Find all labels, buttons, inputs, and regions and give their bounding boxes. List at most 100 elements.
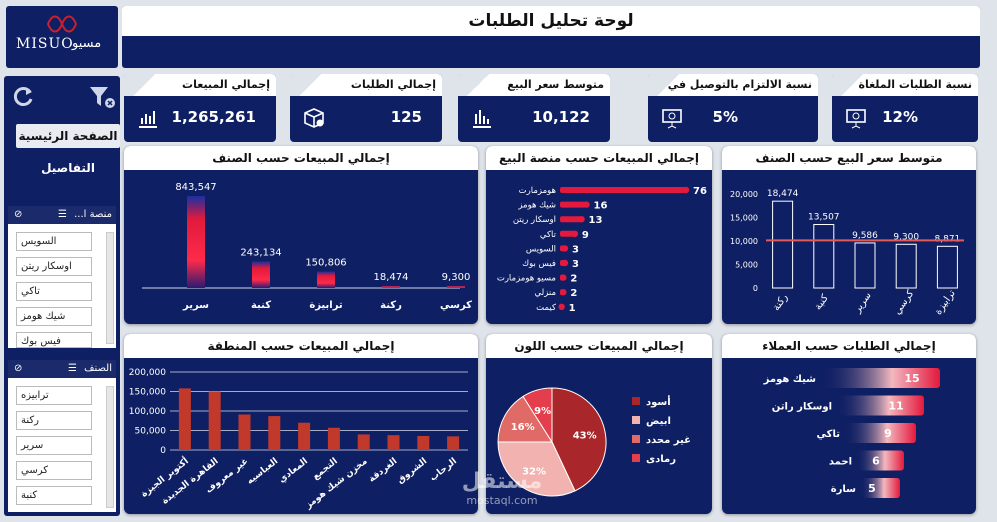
- chart-title: إجمالي الطلبات حسب العملاء: [722, 334, 976, 358]
- category-label: فيس بوك: [522, 259, 556, 269]
- slicer-scrollbar[interactable]: [106, 232, 114, 344]
- category-label: الشروق: [396, 456, 430, 485]
- y-tick-label: 200,000: [129, 368, 166, 378]
- nav-home-button[interactable]: الصفحة الرئيسية: [16, 124, 120, 148]
- data-label: 843,547: [175, 182, 216, 193]
- category-label: هومزمارت: [519, 186, 556, 196]
- funnel-bar: [844, 423, 916, 443]
- bar: [560, 230, 575, 237]
- watermark-en: mostaql.com: [466, 494, 538, 507]
- data-label: 150,806: [305, 258, 346, 269]
- bar: [187, 196, 205, 288]
- bar: [387, 435, 400, 450]
- category-label: مسيو هومزمارت: [497, 274, 556, 284]
- bar: [238, 414, 251, 450]
- slicer-scrollbar[interactable]: [106, 386, 114, 508]
- category-label: سارة: [831, 484, 856, 495]
- data-label: 5: [868, 482, 876, 495]
- bar: [895, 243, 917, 289]
- panel-avg-price: متوسط سعر البيع حسب الصنف 0 5,000 10,000 15…: [722, 146, 976, 324]
- slicer-item[interactable]: شيك هومز: [16, 307, 92, 326]
- category-label: منزلي: [535, 288, 556, 298]
- bar: [382, 285, 400, 288]
- chart-title: إجمالي المبيعات حسب الصنف: [124, 146, 478, 170]
- legend-swatch: [632, 397, 640, 405]
- y-tick-label: 20,000: [730, 190, 758, 199]
- pie-slice: [522, 387, 553, 444]
- bar-end-dot: [558, 303, 565, 310]
- slicer-item[interactable]: السويس: [16, 232, 92, 251]
- slicer-category-header: الصنف ☰ ⊘: [8, 360, 116, 378]
- data-label: 11: [888, 400, 903, 413]
- bar: [357, 434, 370, 450]
- bar: [327, 427, 340, 450]
- y-tick-label: 0: [160, 446, 166, 456]
- slicer-clear-icon[interactable]: ⊘: [14, 209, 23, 220]
- data-label: 13: [589, 215, 603, 226]
- bar-end-dot: [578, 216, 585, 223]
- bar-end-dot: [583, 201, 590, 208]
- presentation-icon: [846, 109, 866, 129]
- funnel-bar: [820, 368, 940, 388]
- bar: [268, 416, 281, 450]
- category-label: كيمت: [536, 303, 557, 313]
- refresh-icon[interactable]: [10, 84, 36, 110]
- watermark-ar: مستقل: [461, 469, 543, 494]
- data-label: 32%: [522, 466, 546, 477]
- slicer-item[interactable]: فيس بوك: [16, 332, 92, 348]
- bar: [417, 435, 430, 450]
- legend-label: أسود: [646, 395, 671, 408]
- category-label: ترابيزة: [309, 300, 343, 311]
- kpi-value: 5%: [712, 108, 738, 126]
- slicer-item[interactable]: ترابيزه: [16, 386, 92, 405]
- category-label: اوسكار راتن: [772, 402, 832, 413]
- data-label: 43%: [573, 431, 597, 442]
- page-title: لوحة تحليل الطلبات: [468, 11, 634, 31]
- bar: [560, 201, 587, 208]
- data-label: 3: [572, 259, 579, 270]
- bar-end-dot: [560, 289, 567, 296]
- data-label: 18,474: [374, 272, 409, 283]
- bar: [317, 271, 335, 288]
- data-label: 2: [570, 274, 577, 285]
- nav-details-button[interactable]: التفاصيل: [41, 161, 95, 175]
- kpi-avg-price: متوسط سعر البيع 10,122: [458, 74, 610, 142]
- category-label: ترابيزة: [933, 288, 958, 317]
- chart-title: إجمالي المبيعات حسب منصة البيع: [486, 146, 712, 170]
- chart-title: إجمالي المبيعات حسب المنطقة: [124, 334, 478, 358]
- bar: [178, 388, 191, 450]
- bar: [560, 187, 686, 193]
- data-label: 9%: [534, 406, 551, 417]
- kpi-total-sales: إجمالي المبيعات 1,265,261: [124, 74, 276, 142]
- panel-orders-by-customer: إجمالي الطلبات حسب العملاء شيك هومز 15 اوس…: [722, 334, 976, 514]
- slicer-item[interactable]: كرسي: [16, 461, 92, 480]
- pie-slice: [551, 387, 607, 492]
- clear-filter-icon[interactable]: [88, 84, 116, 110]
- slicer-item[interactable]: تاكي: [16, 282, 92, 301]
- legend-label: رمادى: [646, 454, 676, 465]
- slicer-item[interactable]: كنبة: [16, 486, 92, 505]
- category-label: الغردقة: [367, 456, 399, 484]
- multi-select-icon[interactable]: ☰: [67, 363, 77, 374]
- funnel-bar: [856, 450, 904, 471]
- category-label: كرسي: [440, 300, 472, 311]
- funnel-bar: [860, 478, 900, 498]
- category-label: كنبة: [813, 293, 831, 313]
- slicer-item[interactable]: ركنة: [16, 411, 92, 430]
- slicer-item[interactable]: سرير: [16, 436, 92, 455]
- bar-end-dot: [571, 230, 579, 237]
- chart-sales-by-category: 843,547 سرير 243,134 كنبة 150,806 ترابيزة 18,4…: [142, 182, 472, 311]
- slicer-clear-icon[interactable]: ⊘: [14, 363, 23, 374]
- multi-select-icon[interactable]: ☰: [57, 209, 67, 220]
- slicer-item[interactable]: اوسكار ريتن: [16, 257, 92, 276]
- bar-end-dot: [682, 186, 690, 194]
- bar: [208, 391, 221, 450]
- bar-end-dot: [561, 245, 569, 252]
- box-icon: [304, 108, 324, 128]
- chart-title: إجمالي المبيعات حسب اللون: [486, 334, 712, 358]
- category-label: اوسكار ريتن: [513, 215, 556, 225]
- slicer-platform-title: منصة ا...: [74, 209, 112, 220]
- panel-sales-by-category: إجمالي المبيعات حسب الصنف 843,547 سرير 243…: [124, 146, 478, 324]
